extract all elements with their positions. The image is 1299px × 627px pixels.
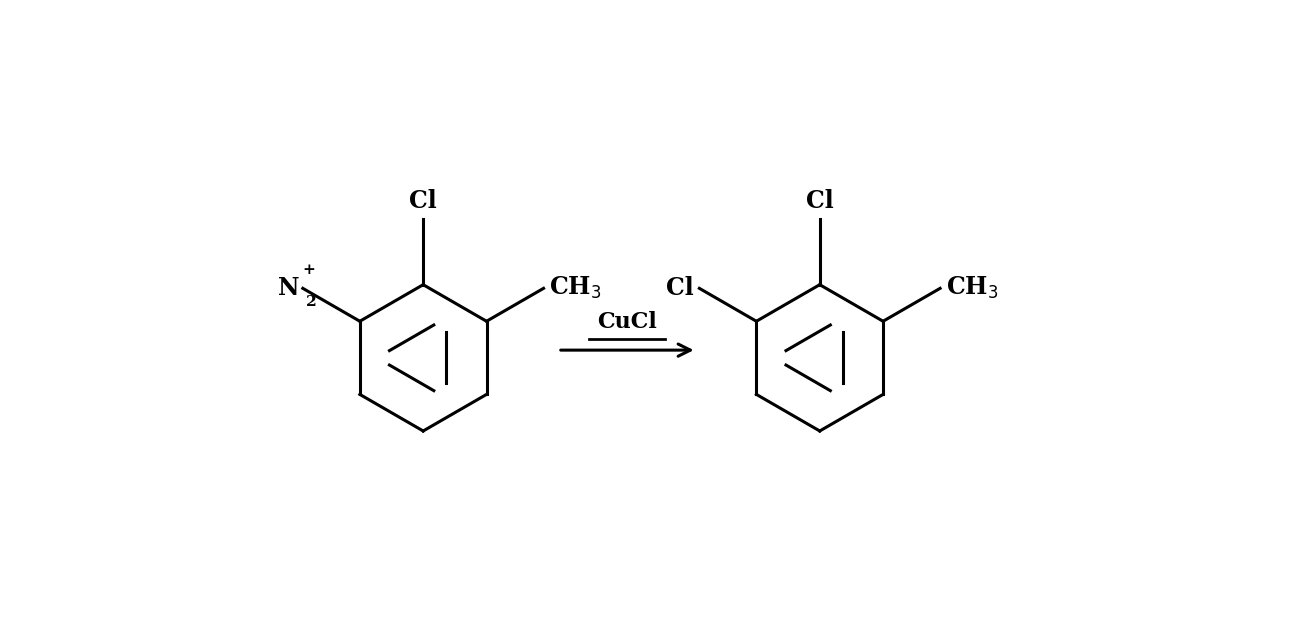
- Text: Cl: Cl: [666, 277, 694, 300]
- Text: +: +: [303, 263, 316, 277]
- Text: CH$_3$: CH$_3$: [549, 275, 601, 302]
- Text: Cl: Cl: [409, 189, 436, 213]
- Text: N: N: [278, 277, 299, 300]
- Text: CuCl: CuCl: [598, 311, 657, 333]
- Text: Cl: Cl: [805, 189, 834, 213]
- Text: CH$_3$: CH$_3$: [946, 275, 999, 302]
- Text: 2: 2: [307, 295, 317, 308]
